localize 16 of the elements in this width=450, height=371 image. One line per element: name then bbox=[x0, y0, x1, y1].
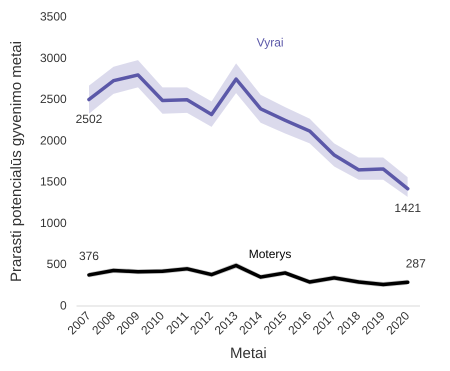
y-tick-label: 0 bbox=[60, 298, 68, 312]
x-axis-title: Metai bbox=[230, 345, 267, 362]
series-label: Moterys bbox=[248, 246, 292, 261]
y-tick-label: 500 bbox=[46, 257, 68, 272]
y-axis-title: Prarasti potencialūs gyvenimo metai bbox=[8, 41, 26, 282]
y-tick-label: 2500 bbox=[40, 92, 68, 106]
data-label: 2502 bbox=[76, 112, 103, 126]
data-label: 376 bbox=[78, 249, 100, 264]
data-label: 287 bbox=[406, 256, 426, 271]
y-tick-label: 3500 bbox=[40, 10, 68, 24]
data-label: 1421 bbox=[394, 201, 422, 216]
text: Vyrai bbox=[256, 36, 284, 50]
y-tick-label: 1500 bbox=[40, 174, 68, 189]
y-tick-label: 1000 bbox=[40, 216, 68, 230]
y-tick-label: 2000 bbox=[40, 133, 68, 148]
y-tick-label: 3000 bbox=[40, 50, 68, 65]
